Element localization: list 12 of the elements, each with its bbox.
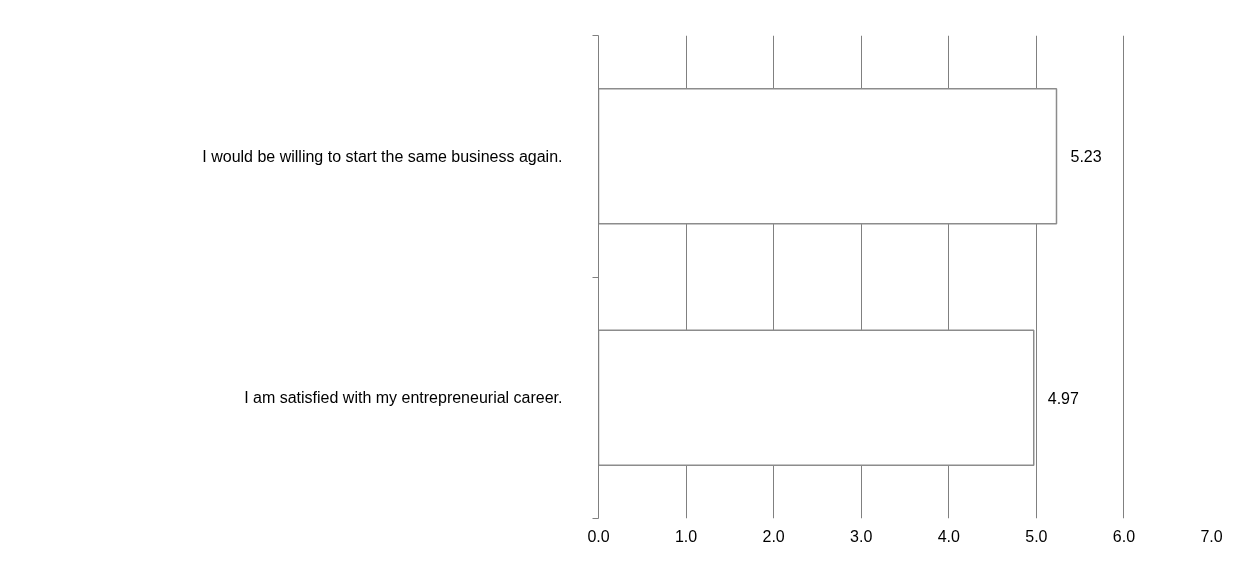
data-label: 4.97 xyxy=(1047,389,1079,407)
x-tick-label: 1.0 xyxy=(674,527,698,545)
y-tick-label: I am satisfied with my entrepreneurial career. xyxy=(244,389,563,407)
x-tick-label: 4.0 xyxy=(937,527,961,545)
x-tick-label: 3.0 xyxy=(850,527,873,545)
x-tick-label: 2.0 xyxy=(762,527,785,545)
x-tick-label: 7.0 xyxy=(1200,527,1223,545)
data-label: 5.23 xyxy=(1070,148,1102,166)
x-tick-label: 6.0 xyxy=(1112,527,1136,545)
x-tick-label: 5.0 xyxy=(1025,527,1048,545)
x-tick-label: 0.0 xyxy=(587,527,610,545)
y-tick-label: I would be willing to start the same business again. xyxy=(202,147,563,165)
